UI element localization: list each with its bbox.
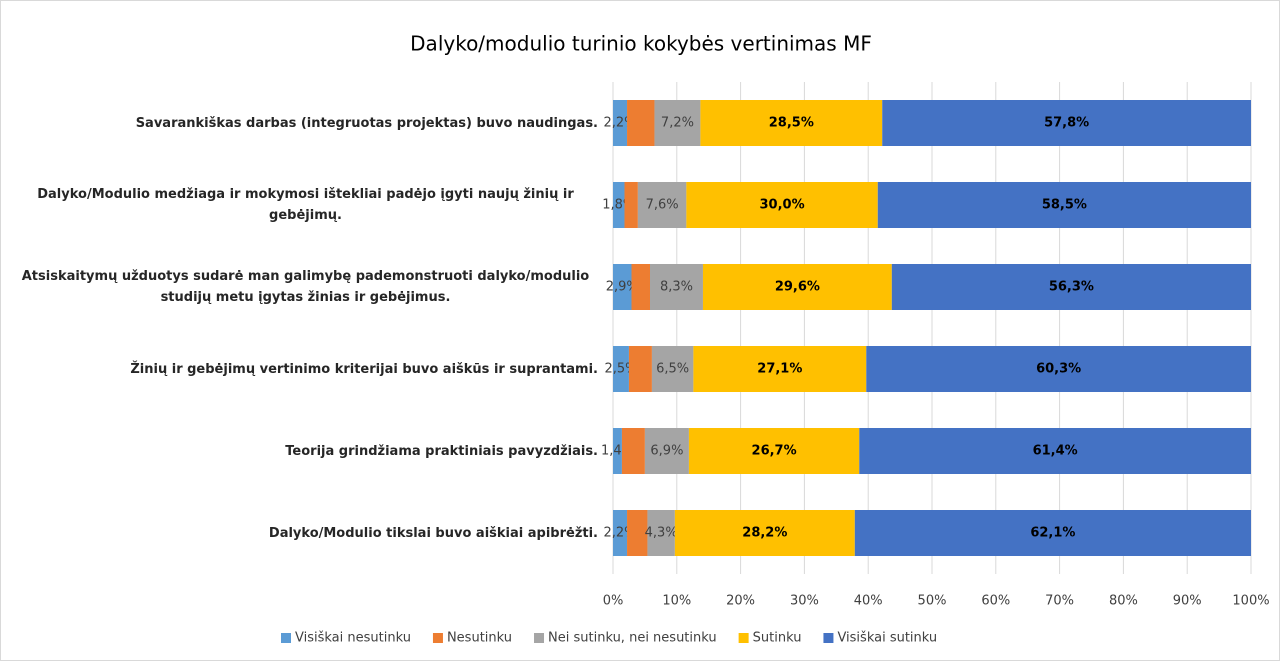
bar-segment (613, 182, 625, 228)
bar-segment (891, 264, 1251, 310)
bar-segment (651, 346, 694, 392)
bar-segment (621, 428, 645, 474)
x-tick-label: 20% (726, 594, 755, 609)
x-tick-label: 30% (790, 594, 819, 609)
bar-segment (637, 182, 687, 228)
x-tick-label: 10% (662, 594, 691, 609)
data-label: 30,0% (760, 198, 805, 213)
category-label: Žinių ir gebėjimų vertinimo kriterijai b… (130, 361, 598, 377)
category-label: Teorija grindžiama praktiniais pavyzdžia… (285, 443, 598, 459)
bar-segment (613, 264, 632, 310)
data-label: 60,3% (1036, 362, 1081, 377)
legend-label: Visiškai nesutinku (295, 631, 411, 646)
data-label: 28,2% (742, 526, 787, 541)
category-label-box: Savarankiškas darbas (integruotas projek… (1, 100, 598, 146)
category-label-box: Teorija grindžiama praktiniais pavyzdžia… (1, 428, 598, 474)
bar-segment (627, 510, 648, 556)
category-label: Savarankiškas darbas (integruotas projek… (135, 115, 598, 131)
x-tick-label: 50% (918, 594, 947, 609)
legend-label: Nesutinku (447, 631, 512, 646)
category-label-box: Atsiskaitymų užduotys sudarė man galimyb… (1, 264, 598, 310)
category-label: Dalyko/Modulio tikslai buvo aiškiai apib… (268, 525, 598, 541)
data-label: 7,6% (646, 198, 679, 213)
x-tick-label: 100% (1232, 594, 1269, 609)
legend-label: Visiškai sutinku (837, 631, 937, 646)
bar-segment (647, 510, 675, 556)
category-label-box: Dalyko/Modulio tikslai buvo aiškiai apib… (1, 510, 598, 556)
bar-segment (613, 428, 622, 474)
bar-segment (628, 346, 652, 392)
bar-segment (674, 510, 855, 556)
bar-segment (624, 182, 638, 228)
bar-segment (882, 100, 1251, 146)
data-label: 56,3% (1049, 280, 1094, 295)
data-label: 26,7% (752, 444, 797, 459)
data-label: 7,2% (661, 116, 694, 131)
bar-segment (859, 428, 1251, 474)
legend-swatch (823, 633, 834, 643)
bar-segment (631, 264, 651, 310)
data-label: 6,9% (650, 444, 683, 459)
data-label: 58,5% (1042, 198, 1087, 213)
legend-label: Nei sutinku, nei nesutinku (548, 631, 717, 646)
data-label: 62,1% (1030, 526, 1075, 541)
x-tick-label: 70% (1045, 594, 1074, 609)
bar-segment (650, 264, 703, 310)
x-tick-label: 60% (981, 594, 1010, 609)
data-label: 6,5% (656, 362, 689, 377)
data-label: 2,9% (606, 280, 639, 295)
legend-label: Sutinku (753, 631, 802, 646)
category-label-box: Dalyko/Modulio medžiaga ir mokymosi ište… (1, 182, 598, 228)
bar-segment (644, 428, 689, 474)
legend-swatch (281, 633, 291, 643)
data-label: 57,8% (1044, 116, 1089, 131)
bar-segment (627, 100, 655, 146)
data-label: 28,5% (769, 116, 814, 131)
category-label: Atsiskaitymų užduotys sudarė man galimyb… (21, 269, 590, 305)
bar-segment (702, 264, 892, 310)
bar-segment (613, 100, 628, 146)
bar-segment (613, 346, 629, 392)
data-label: 29,6% (775, 280, 820, 295)
bar-segment (866, 346, 1251, 392)
data-label: 4,3% (645, 526, 678, 541)
data-label: 8,3% (660, 280, 693, 295)
legend-swatch (432, 633, 443, 643)
x-tick-label: 80% (1109, 594, 1138, 609)
x-tick-label: 0% (603, 594, 624, 609)
bar-segment (654, 100, 701, 146)
bar-segment (688, 428, 860, 474)
legend-swatch (534, 633, 545, 643)
x-tick-label: 90% (1173, 594, 1202, 609)
bar-segment (613, 510, 628, 556)
chart-title: Dalyko/modulio turinio kokybės vertinima… (410, 32, 872, 56)
bar-segment (686, 182, 878, 228)
bar-segment (693, 346, 867, 392)
bar-segment (700, 100, 883, 146)
x-tick-label: 40% (854, 594, 883, 609)
legend-swatch (738, 633, 749, 643)
bar-segment (877, 182, 1251, 228)
category-label: Dalyko/Modulio medžiaga ir mokymosi ište… (37, 187, 574, 223)
category-label-box: Žinių ir gebėjimų vertinimo kriterijai b… (1, 346, 598, 392)
data-label: 27,1% (757, 362, 802, 377)
bar-segment (854, 510, 1251, 556)
data-label: 61,4% (1033, 444, 1078, 459)
